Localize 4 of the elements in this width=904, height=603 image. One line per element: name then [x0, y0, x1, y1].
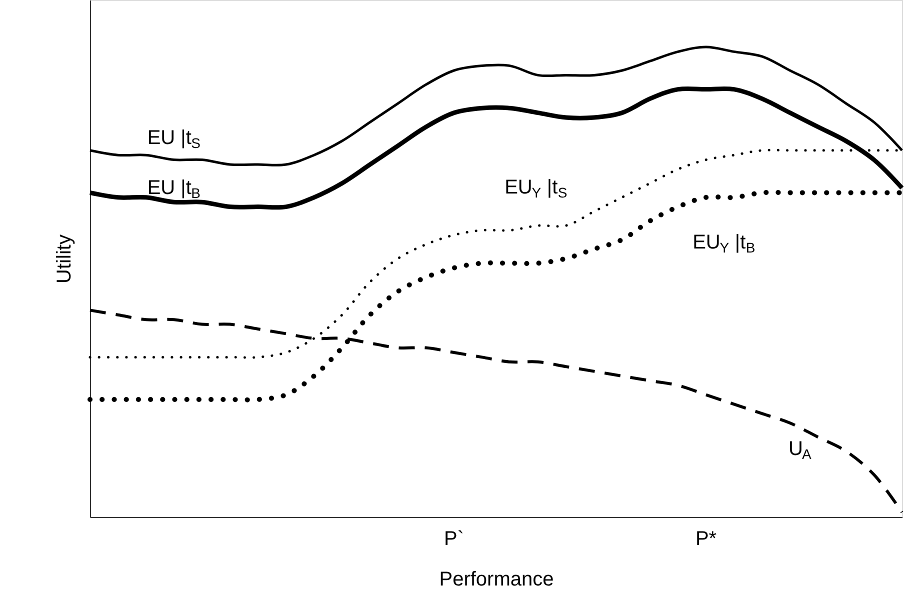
x-tick-label: P` — [444, 528, 464, 550]
x-axis-title: Performance — [439, 568, 554, 590]
y-axis-title: Utility — [54, 234, 76, 284]
x-tick-label: P* — [695, 528, 717, 550]
